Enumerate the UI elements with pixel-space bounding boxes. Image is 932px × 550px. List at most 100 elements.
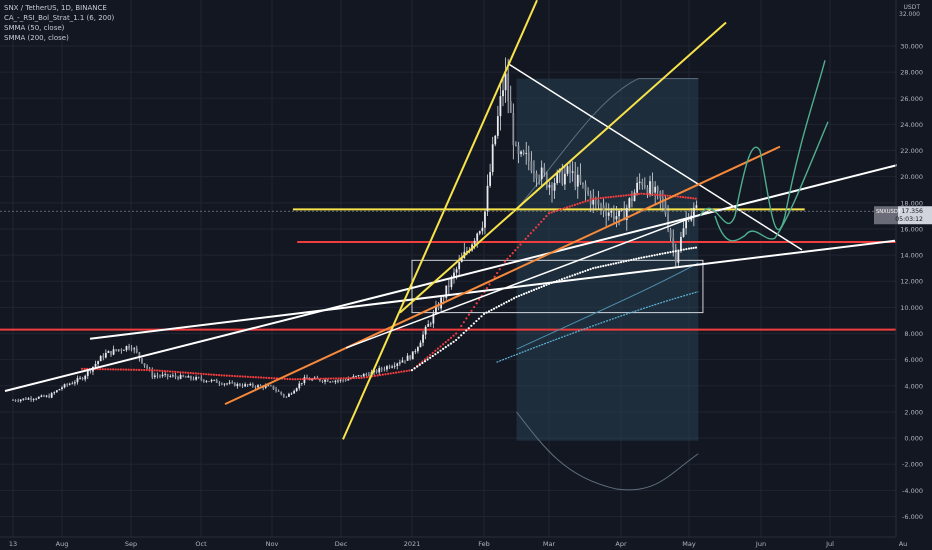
- candle: [112, 345, 115, 356]
- candle: [692, 202, 695, 227]
- ma-point: [376, 374, 379, 377]
- ma-point: [581, 201, 584, 204]
- candle-body: [641, 181, 644, 186]
- candle-body: [120, 349, 123, 351]
- candle-body: [553, 183, 556, 191]
- ma-point: [472, 322, 475, 325]
- candle-body: [99, 356, 102, 362]
- candle-body: [117, 349, 120, 351]
- ma-point: [257, 376, 260, 379]
- candle-body: [422, 334, 424, 343]
- candle-body: [236, 383, 239, 387]
- legend-ma200[interactable]: SMMA (200, close): [4, 34, 69, 42]
- candle: [63, 383, 66, 389]
- candle-body: [128, 346, 130, 349]
- candle: [357, 374, 360, 378]
- candle: [486, 174, 489, 217]
- ma-point: [207, 373, 210, 376]
- ma-point: [460, 324, 463, 328]
- legend-ma50[interactable]: SMMA (50, close): [4, 24, 65, 32]
- candle-body: [633, 192, 636, 202]
- ma-point: [687, 196, 690, 199]
- ma-point: [431, 354, 434, 358]
- legend-symbol[interactable]: SNX / TetherUS, 1D, BINANCE: [4, 4, 107, 12]
- candle: [156, 372, 159, 379]
- ma-point: [238, 375, 242, 378]
- ma-point: [210, 373, 213, 376]
- blue-average-line: [496, 291, 699, 363]
- candle: [623, 201, 626, 221]
- ma-point: [694, 197, 697, 200]
- legend-indicator[interactable]: CA_-_RSI_Bol_Strat_1.1 (6, 200): [4, 14, 115, 22]
- ma-point: [637, 192, 640, 196]
- ma-point: [545, 215, 548, 218]
- ma-point: [273, 377, 276, 380]
- candle-body: [612, 210, 615, 220]
- ma-point: [619, 261, 623, 264]
- candle-body: [68, 383, 71, 385]
- candle-body: [584, 184, 587, 191]
- candle: [509, 85, 512, 113]
- ma-point: [661, 252, 664, 255]
- candle: [393, 362, 396, 369]
- candle: [277, 389, 280, 392]
- ma-point: [246, 375, 250, 378]
- ma-point: [514, 249, 517, 252]
- candle-body: [27, 398, 30, 400]
- candle: [182, 374, 185, 378]
- candle: [164, 372, 167, 378]
- range-box: [411, 259, 704, 314]
- trend-white-upper: [89, 239, 896, 340]
- ma-point: [632, 193, 635, 196]
- ma-point: [283, 377, 286, 380]
- candle: [527, 145, 530, 171]
- candle-body: [115, 349, 118, 351]
- ma-point: [515, 295, 518, 299]
- candle-body: [447, 285, 450, 288]
- ma-point: [604, 264, 607, 267]
- candle-body: [293, 391, 296, 394]
- bollinger-band: [411, 78, 704, 491]
- candle: [117, 349, 120, 352]
- candle-body: [125, 346, 128, 351]
- ma-point: [542, 217, 545, 221]
- x-tick-label: 13: [9, 540, 17, 548]
- ma-point: [83, 367, 86, 370]
- ma-point: [447, 338, 450, 342]
- ma-point: [384, 373, 387, 376]
- price-tag-symbol: SNXUSDT: [876, 209, 902, 215]
- ma-point: [525, 291, 528, 295]
- ma-point: [563, 207, 566, 210]
- ma-point: [579, 202, 582, 205]
- ma-point: [645, 255, 648, 258]
- candle: [324, 378, 326, 385]
- ma-point: [265, 376, 268, 379]
- candle: [533, 160, 535, 183]
- candle: [55, 389, 58, 393]
- candle-body: [300, 382, 303, 384]
- ma-point: [685, 247, 688, 251]
- candle-body: [275, 389, 277, 391]
- ma-point: [431, 351, 434, 354]
- candle: [548, 181, 551, 195]
- candle-body: [522, 151, 525, 154]
- y-tick-label: 22.000: [900, 147, 923, 155]
- ma-point: [516, 246, 519, 249]
- candle: [190, 375, 192, 381]
- candle-body: [135, 348, 138, 353]
- ma-point: [439, 345, 442, 348]
- ma-point: [640, 256, 643, 259]
- ma-point: [560, 207, 564, 211]
- ma-point: [379, 373, 382, 377]
- candle-body: [241, 385, 244, 387]
- candle: [288, 392, 290, 397]
- candle: [177, 375, 179, 381]
- ma-point: [106, 368, 110, 371]
- candle: [272, 385, 275, 390]
- candle: [602, 197, 605, 218]
- ma-point: [455, 338, 458, 342]
- candle: [649, 175, 651, 197]
- ma-point: [485, 287, 489, 290]
- ma-point: [537, 223, 540, 226]
